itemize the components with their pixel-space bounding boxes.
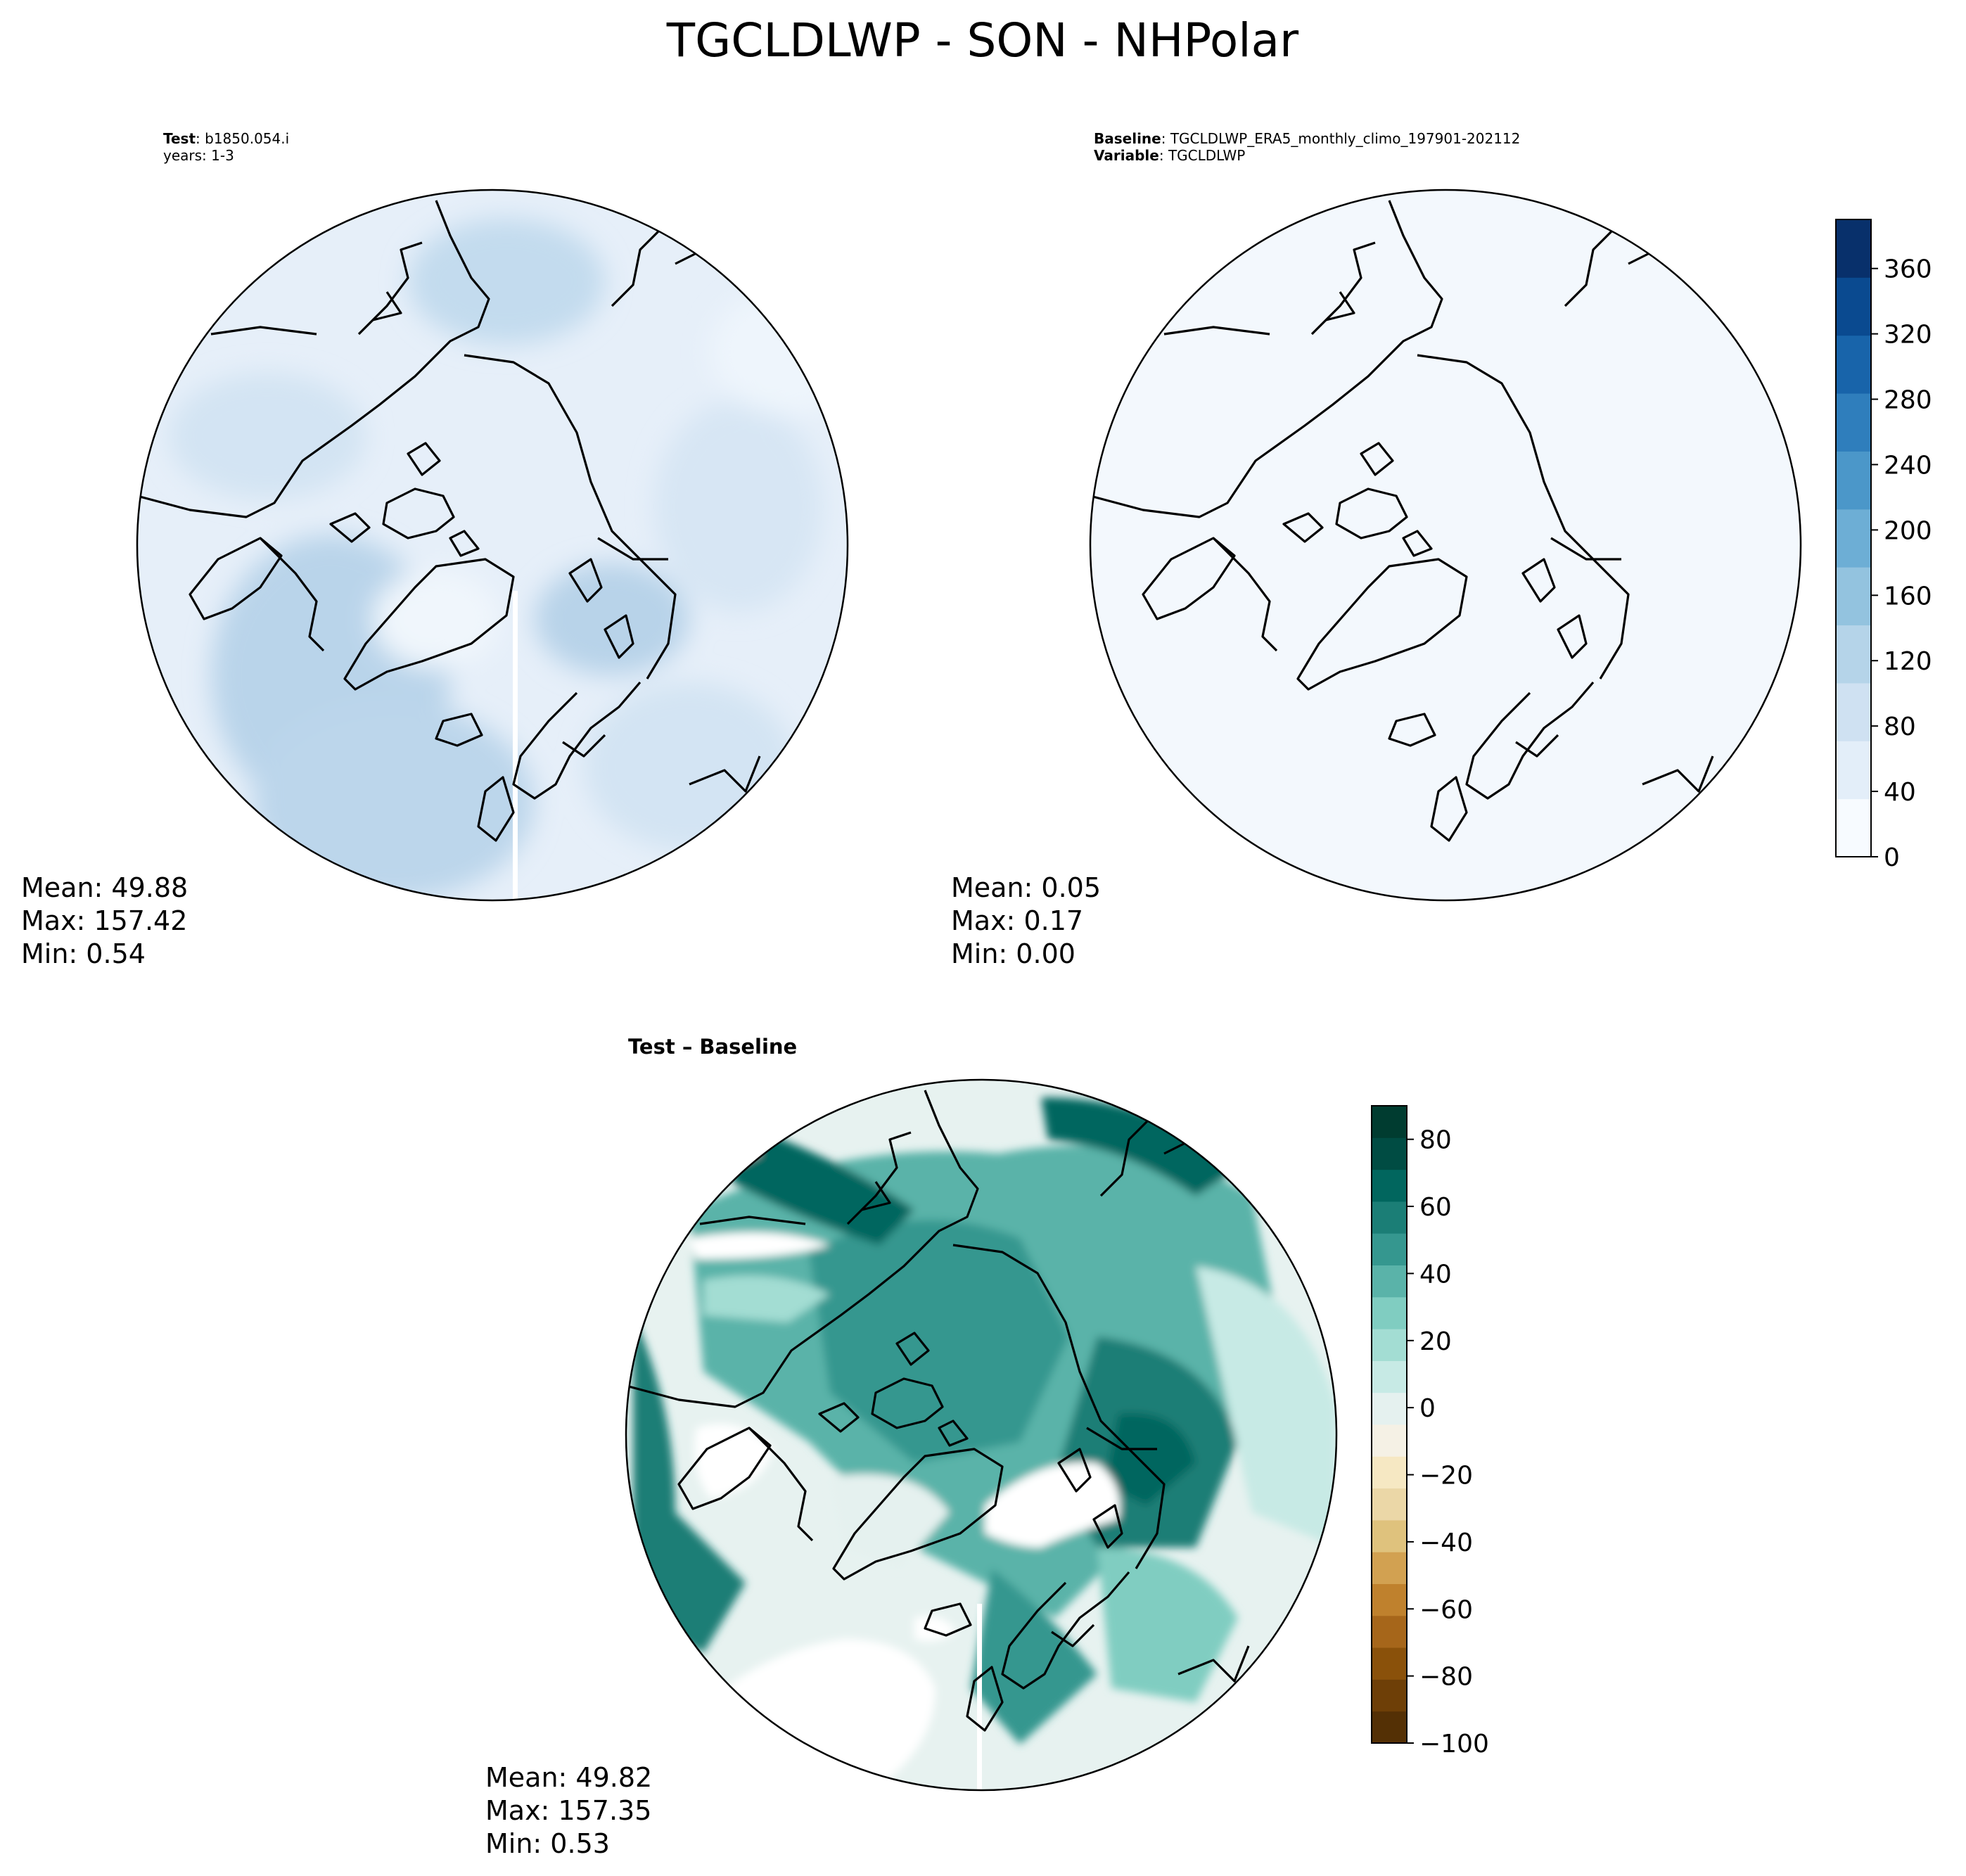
test-header-sep: : <box>196 130 205 147</box>
diff-mean: Mean: 49.82 <box>485 1762 652 1793</box>
diff-max: Max: 157.35 <box>485 1795 651 1826</box>
svg-text:Variable: TGCLDLWP: Variable: TGCLDLWP <box>1094 147 1245 164</box>
colorbar-blues-segment <box>1836 393 1871 452</box>
colorbar-blues-frame <box>1835 219 1872 857</box>
colorbar-brbg-tick-label: 0 <box>1419 1394 1436 1423</box>
colorbar-blues-segment <box>1836 277 1871 336</box>
test-years: years: 1-3 <box>163 147 234 164</box>
colorbar-brbg-segment <box>1372 1552 1407 1584</box>
baseline-variable-value: TGCLDLWP <box>1168 147 1245 164</box>
colorbar-brbg-tick-label: −40 <box>1419 1529 1473 1557</box>
colorbar-brbg-segment <box>1372 1296 1407 1329</box>
colorbar-brbg-tick-label: 40 <box>1419 1260 1452 1289</box>
colorbar-brbg-segment <box>1372 1329 1407 1361</box>
test-mean: Mean: 49.88 <box>21 872 188 903</box>
colorbar-brbg-tick-label: −60 <box>1419 1595 1473 1624</box>
colorbar-brbg-tick-label: 80 <box>1419 1126 1452 1155</box>
baseline-map <box>1090 190 1801 900</box>
test-header-label: Test <box>163 130 196 147</box>
colorbar-brbg-segment <box>1372 1233 1407 1265</box>
colorbar-brbg-segment <box>1372 1647 1407 1680</box>
colorbar-blues-tick-label: 360 <box>1884 255 1932 284</box>
baseline-min: Min: 0.00 <box>951 938 1075 969</box>
colorbar-blues-segment <box>1836 509 1871 568</box>
colorbar-brbg-segment <box>1372 1392 1407 1425</box>
svg-text:Baseline: TGCLDLWP_ERA5_monthl: Baseline: TGCLDLWP_ERA5_monthly_climo_19… <box>1094 130 1520 147</box>
test-map <box>137 190 848 900</box>
colorbar-blues-tick-label: 240 <box>1884 451 1932 480</box>
colorbar-brbg-tick-label: 20 <box>1419 1327 1452 1356</box>
colorbar-brbg-tick-label: −20 <box>1419 1462 1473 1491</box>
test-stats: Mean: 49.88 Max: 157.42 Min: 0.54 <box>21 872 188 969</box>
baseline-panel: Baseline: TGCLDLWP_ERA5_monthly_climo_19… <box>951 130 1802 969</box>
baseline-variable-sep: : <box>1159 147 1168 164</box>
colorbar-brbg-segment <box>1372 1519 1407 1552</box>
diff-title: Test – Baseline <box>628 1035 797 1059</box>
colorbar-blues-tick-label: 160 <box>1884 582 1932 611</box>
colorbar-brbg-segment <box>1372 1488 1407 1521</box>
test-panel: Test: b1850.054.i years: 1-3 Mean: 49.88 <box>21 130 849 969</box>
baseline-stats: Mean: 0.05 Max: 0.17 Min: 0.00 <box>951 872 1101 969</box>
colorbar-brbg-segment <box>1372 1679 1407 1712</box>
test-min: Min: 0.54 <box>21 938 146 969</box>
colorbar-blues-segment <box>1836 219 1871 278</box>
colorbar-brbg-segment <box>1372 1615 1407 1648</box>
colorbar-blues-tick-label: 320 <box>1884 321 1932 350</box>
colorbar-blues-tick-label: 120 <box>1884 647 1932 676</box>
colorbar-blues: 0 40 80 120 160 200 240 280 320 360 <box>1835 219 1932 872</box>
colorbar-brbg-segment <box>1372 1201 1407 1234</box>
diff-map <box>626 1080 1336 1790</box>
colorbar-brbg-segment <box>1372 1456 1407 1489</box>
colorbar-brbg-tick-label: −80 <box>1419 1663 1473 1692</box>
baseline-mean: Mean: 0.05 <box>951 872 1101 903</box>
colorbar-brbg-segment <box>1372 1711 1407 1744</box>
colorbar-blues-segment <box>1836 625 1871 684</box>
colorbar-blues-tick-label: 40 <box>1884 778 1916 807</box>
colorbar-blues-segment <box>1836 741 1871 800</box>
colorbar-blues-segment <box>1836 567 1871 626</box>
colorbar-blues-segment <box>1836 451 1871 510</box>
figure-title: TGCLDLWP - SON - NHPolar <box>666 13 1299 68</box>
colorbar-brbg-segment <box>1372 1106 1407 1138</box>
test-header-value: b1850.054.i <box>205 130 289 147</box>
colorbar-brbg: 80 60 40 20 0 −20 −40 −60 −80 −100 <box>1371 1105 1489 1759</box>
colorbar-brbg-segment <box>1372 1583 1407 1616</box>
baseline-header-label: Baseline <box>1094 130 1161 147</box>
diff-min: Min: 0.53 <box>485 1828 610 1859</box>
baseline-variable-label: Variable <box>1094 147 1159 164</box>
colorbar-brbg-tick-label: −100 <box>1419 1730 1489 1759</box>
baseline-header-value: TGCLDLWP_ERA5_monthly_climo_197901-20211… <box>1170 130 1521 147</box>
colorbar-blues-tick-label: 200 <box>1884 516 1932 545</box>
diff-stats: Mean: 49.82 Max: 157.35 Min: 0.53 <box>485 1762 652 1859</box>
diff-panel: Test – Baseline <box>485 1035 1338 1859</box>
colorbar-blues-tick-label: 280 <box>1884 386 1932 415</box>
baseline-header-sep: : <box>1161 130 1170 147</box>
colorbar-blues-segment <box>1836 798 1871 857</box>
test-max: Max: 157.42 <box>21 905 187 936</box>
colorbar-blues-tick-label: 80 <box>1884 713 1916 741</box>
colorbar-brbg-segment <box>1372 1424 1407 1457</box>
colorbar-brbg-segment <box>1372 1360 1407 1393</box>
colorbar-brbg-segment <box>1372 1169 1407 1202</box>
colorbar-brbg-frame <box>1371 1105 1408 1744</box>
colorbar-brbg-tick-label: 60 <box>1419 1193 1452 1222</box>
colorbar-brbg-segment <box>1372 1137 1407 1170</box>
baseline-max: Max: 0.17 <box>951 905 1083 936</box>
colorbar-brbg-segment <box>1372 1265 1407 1298</box>
colorbar-blues-segment <box>1836 335 1871 394</box>
colorbar-blues-tick-label: 0 <box>1884 843 1900 872</box>
svg-text:Test: b1850.054.i: Test: b1850.054.i <box>163 130 289 147</box>
colorbar-blues-segment <box>1836 682 1871 741</box>
